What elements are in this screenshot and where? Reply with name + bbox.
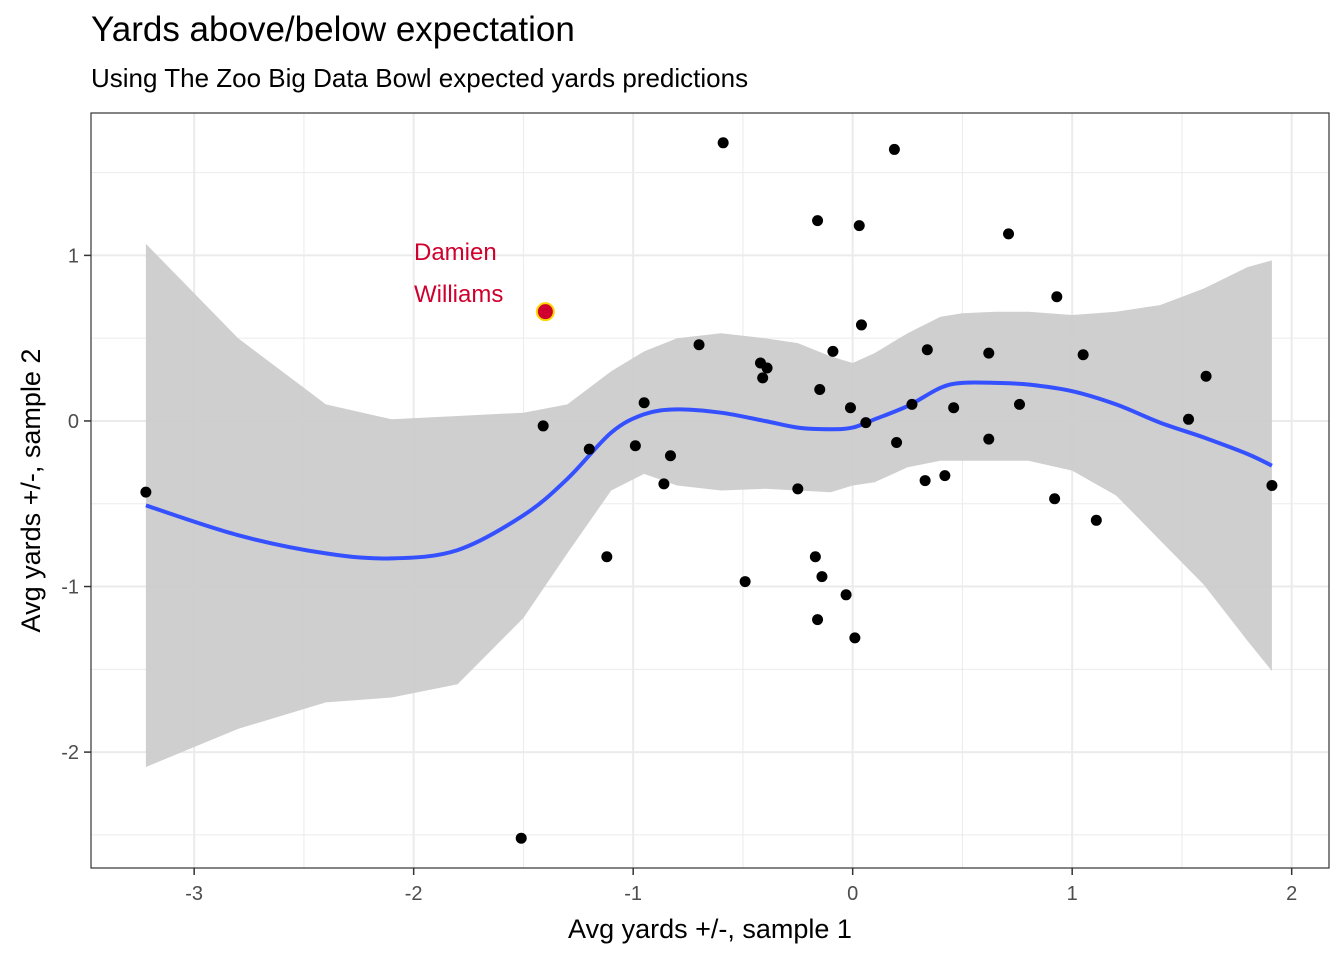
data-point (1266, 480, 1278, 492)
data-point (816, 571, 828, 583)
data-point (827, 345, 839, 357)
confidence-band-layer (145, 243, 1272, 768)
smooth-trend-line (145, 380, 1273, 561)
data-point (888, 143, 900, 155)
chart-title: Yards above/below expectation (91, 10, 575, 49)
data-point (855, 319, 867, 331)
data-point (1090, 514, 1102, 526)
data-point (906, 398, 918, 410)
data-point (1077, 349, 1089, 361)
data-point (948, 402, 960, 414)
data-point (1003, 228, 1015, 240)
data-point (983, 347, 995, 359)
data-point (761, 362, 773, 374)
data-point (515, 832, 527, 844)
data-point (792, 483, 804, 495)
x-tick-label: 0 (847, 883, 858, 905)
data-point (537, 420, 549, 432)
x-axis: -3 -2 -1 0 1 2 (185, 868, 1297, 905)
data-point (814, 384, 826, 396)
data-point (638, 397, 650, 409)
data-point (583, 443, 595, 455)
data-point (812, 614, 824, 626)
data-point (629, 440, 641, 452)
data-point (840, 589, 852, 601)
y-tick-label: 0 (68, 411, 79, 433)
x-tick-label: -2 (405, 883, 423, 905)
panel-border (90, 112, 1330, 869)
highlight-layer: Damien Williams (414, 239, 555, 322)
y-axis-title: Avg yards +/-, sample 2 (16, 349, 46, 633)
y-tick-label: -1 (61, 577, 79, 599)
data-point (140, 486, 152, 498)
data-point (983, 433, 995, 445)
smooth-line-layer (145, 380, 1273, 561)
x-axis-title: Avg yards +/-, sample 1 (568, 914, 852, 944)
data-point (939, 470, 951, 482)
data-point (717, 137, 729, 149)
highlight-point (535, 302, 555, 322)
data-point (757, 372, 769, 384)
x-tick-label: 2 (1286, 883, 1297, 905)
data-point (860, 417, 872, 429)
points-layer (140, 137, 1278, 844)
chart-subtitle: Using The Zoo Big Data Bowl expected yar… (91, 63, 749, 93)
data-point (1049, 493, 1061, 505)
y-axis: -2 -1 0 1 (61, 245, 91, 764)
data-point (693, 339, 705, 351)
data-point (1051, 291, 1063, 303)
data-point (739, 576, 751, 588)
data-point (812, 215, 824, 227)
data-point (919, 475, 931, 487)
data-point (1014, 398, 1025, 410)
data-point (853, 220, 865, 232)
data-point (1200, 370, 1212, 382)
x-tick-label: -3 (185, 883, 203, 905)
x-tick-label: 1 (1067, 883, 1078, 905)
highlight-label-line: Damien (414, 239, 497, 266)
x-tick-label: -1 (624, 883, 642, 905)
data-point (664, 450, 676, 462)
data-point (601, 551, 613, 563)
y-tick-label: 1 (68, 245, 79, 267)
data-point (921, 344, 933, 356)
highlight-label-line: Williams (414, 281, 503, 308)
data-point (809, 551, 821, 563)
data-point (891, 436, 903, 448)
y-tick-label: -2 (61, 742, 79, 764)
data-point (849, 632, 861, 644)
data-point (1183, 413, 1195, 425)
confidence-band (145, 243, 1272, 768)
data-point (844, 402, 856, 414)
data-point (658, 478, 670, 490)
